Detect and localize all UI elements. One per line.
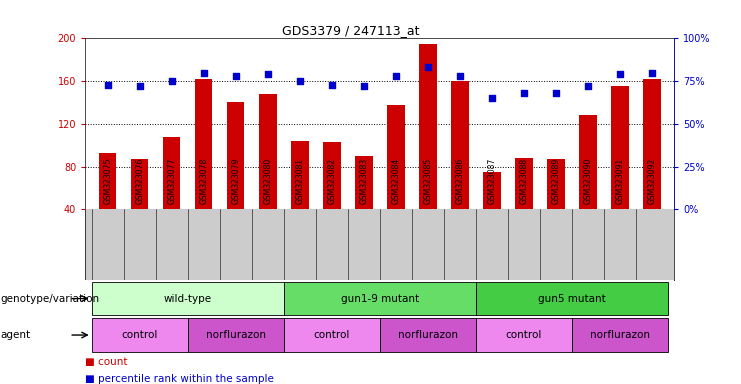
Bar <box>579 115 597 209</box>
Point <box>454 73 466 79</box>
Bar <box>547 159 565 209</box>
Text: norflurazon: norflurazon <box>590 330 650 340</box>
Point <box>614 71 626 77</box>
Bar <box>476 318 572 352</box>
Bar <box>419 44 436 209</box>
Text: wild-type: wild-type <box>164 293 212 304</box>
Text: norflurazon: norflurazon <box>206 330 266 340</box>
Bar <box>611 86 628 209</box>
Text: control: control <box>122 330 158 340</box>
Bar <box>323 142 341 209</box>
Bar <box>259 94 276 209</box>
Bar <box>380 318 476 352</box>
Point <box>262 71 273 77</box>
Bar <box>99 153 116 209</box>
Bar <box>572 318 668 352</box>
Point <box>358 83 370 89</box>
Point <box>422 65 433 71</box>
Bar <box>187 318 284 352</box>
Text: gun5 mutant: gun5 mutant <box>538 293 605 304</box>
Text: ■ percentile rank within the sample: ■ percentile rank within the sample <box>85 374 274 384</box>
Text: gun1-9 mutant: gun1-9 mutant <box>341 293 419 304</box>
Text: control: control <box>505 330 542 340</box>
Point <box>230 73 242 79</box>
Bar <box>92 318 187 352</box>
Point <box>550 90 562 96</box>
Bar <box>227 103 245 209</box>
Point <box>133 83 145 89</box>
Point <box>582 83 594 89</box>
Bar <box>476 282 668 315</box>
Bar <box>451 81 468 209</box>
Bar <box>163 137 181 209</box>
Bar <box>291 141 308 209</box>
Bar <box>284 282 476 315</box>
Point <box>326 81 338 88</box>
Point <box>198 70 210 76</box>
Text: control: control <box>313 330 350 340</box>
Text: ■ count: ■ count <box>85 357 127 367</box>
Point <box>166 78 178 84</box>
Bar <box>92 282 284 315</box>
Point <box>102 81 113 88</box>
Bar <box>131 159 148 209</box>
Bar <box>387 104 405 209</box>
Bar <box>643 79 661 209</box>
Bar <box>284 318 380 352</box>
Title: GDS3379 / 247113_at: GDS3379 / 247113_at <box>282 24 419 37</box>
Point <box>293 78 305 84</box>
Point <box>390 73 402 79</box>
Bar <box>515 158 533 209</box>
Bar <box>195 79 213 209</box>
Point <box>518 90 530 96</box>
Point <box>646 70 658 76</box>
Text: agent: agent <box>1 330 31 340</box>
Point <box>486 95 498 101</box>
Bar <box>355 156 373 209</box>
Text: norflurazon: norflurazon <box>398 330 458 340</box>
Bar <box>483 172 501 209</box>
Text: genotype/variation: genotype/variation <box>1 293 100 304</box>
